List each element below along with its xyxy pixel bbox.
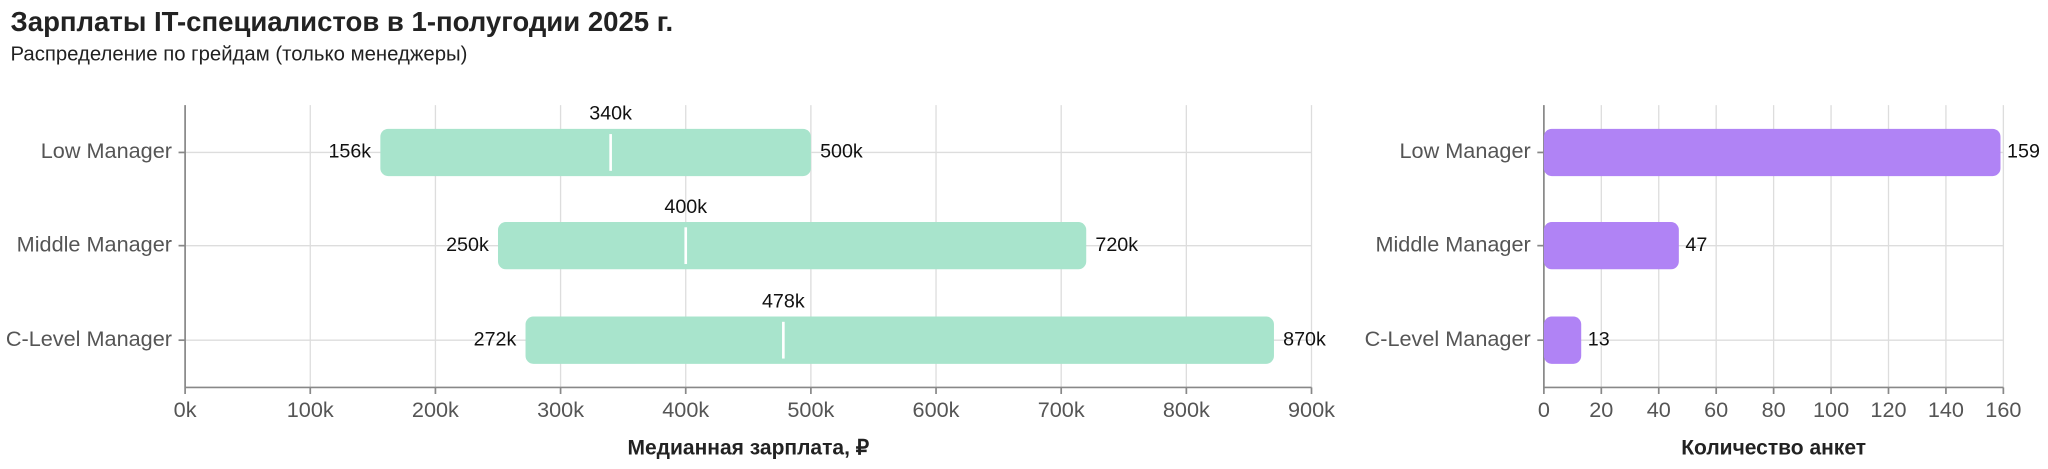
median-label: 400k [664, 196, 707, 218]
x-tick-label: 140 [1928, 397, 1964, 422]
x-tick-label: 60 [1704, 397, 1728, 422]
start-label: 250k [446, 234, 489, 256]
value-label: 13 [1588, 328, 1610, 350]
start-label: 156k [328, 141, 371, 163]
chart-subtitle: Распределение по грейдам (только менедже… [11, 44, 468, 66]
x-tick-label: 500k [787, 397, 834, 422]
x-tick-label: 300k [537, 397, 584, 422]
end-label: 870k [1283, 328, 1326, 350]
category-label: Low Manager [41, 138, 172, 163]
end-label: 500k [820, 141, 863, 163]
x-tick-label: 0k [174, 397, 197, 422]
x-tick-label: 200k [412, 397, 459, 422]
range-bar [380, 128, 811, 177]
category-label: C-Level Manager [1365, 326, 1531, 351]
x-tick-label: 600k [913, 397, 960, 422]
end-label: 720k [1095, 234, 1138, 256]
bar [1543, 316, 1582, 364]
x-axis-title: Количество анкет [1681, 437, 1866, 460]
category-label: C-Level Manager [6, 326, 172, 351]
x-tick-label: 120 [1870, 397, 1906, 422]
x-tick-label: 800k [1163, 397, 1210, 422]
x-tick-label: 80 [1762, 397, 1786, 422]
start-label: 272k [474, 328, 517, 350]
bar [1543, 222, 1679, 270]
x-tick-label: 160 [1985, 397, 2021, 422]
category-label: Middle Manager [1375, 231, 1530, 256]
category-label: Low Manager [1400, 138, 1531, 163]
value-label: 47 [1685, 234, 1707, 256]
category-label: Middle Manager [17, 231, 172, 256]
range-bar [497, 222, 1087, 270]
median-label: 340k [589, 103, 632, 125]
x-tick-label: 100k [287, 397, 334, 422]
x-tick-label: 0 [1538, 397, 1550, 422]
bar [1543, 128, 2001, 177]
range-bar [525, 316, 1274, 364]
x-tick-label: 400k [662, 397, 709, 422]
x-tick-label: 20 [1589, 397, 1613, 422]
value-label: 159 [2007, 141, 2040, 163]
x-tick-label: 40 [1647, 397, 1671, 422]
chart-title: Зарплаты IT-специалистов в 1-полугодии 2… [11, 6, 674, 37]
x-axis-title: Медианная зарплата, ₽ [628, 437, 870, 460]
x-tick-label: 100 [1813, 397, 1849, 422]
x-tick-label: 900k [1288, 397, 1335, 422]
x-tick-label: 700k [1038, 397, 1085, 422]
median-label: 478k [762, 290, 805, 312]
